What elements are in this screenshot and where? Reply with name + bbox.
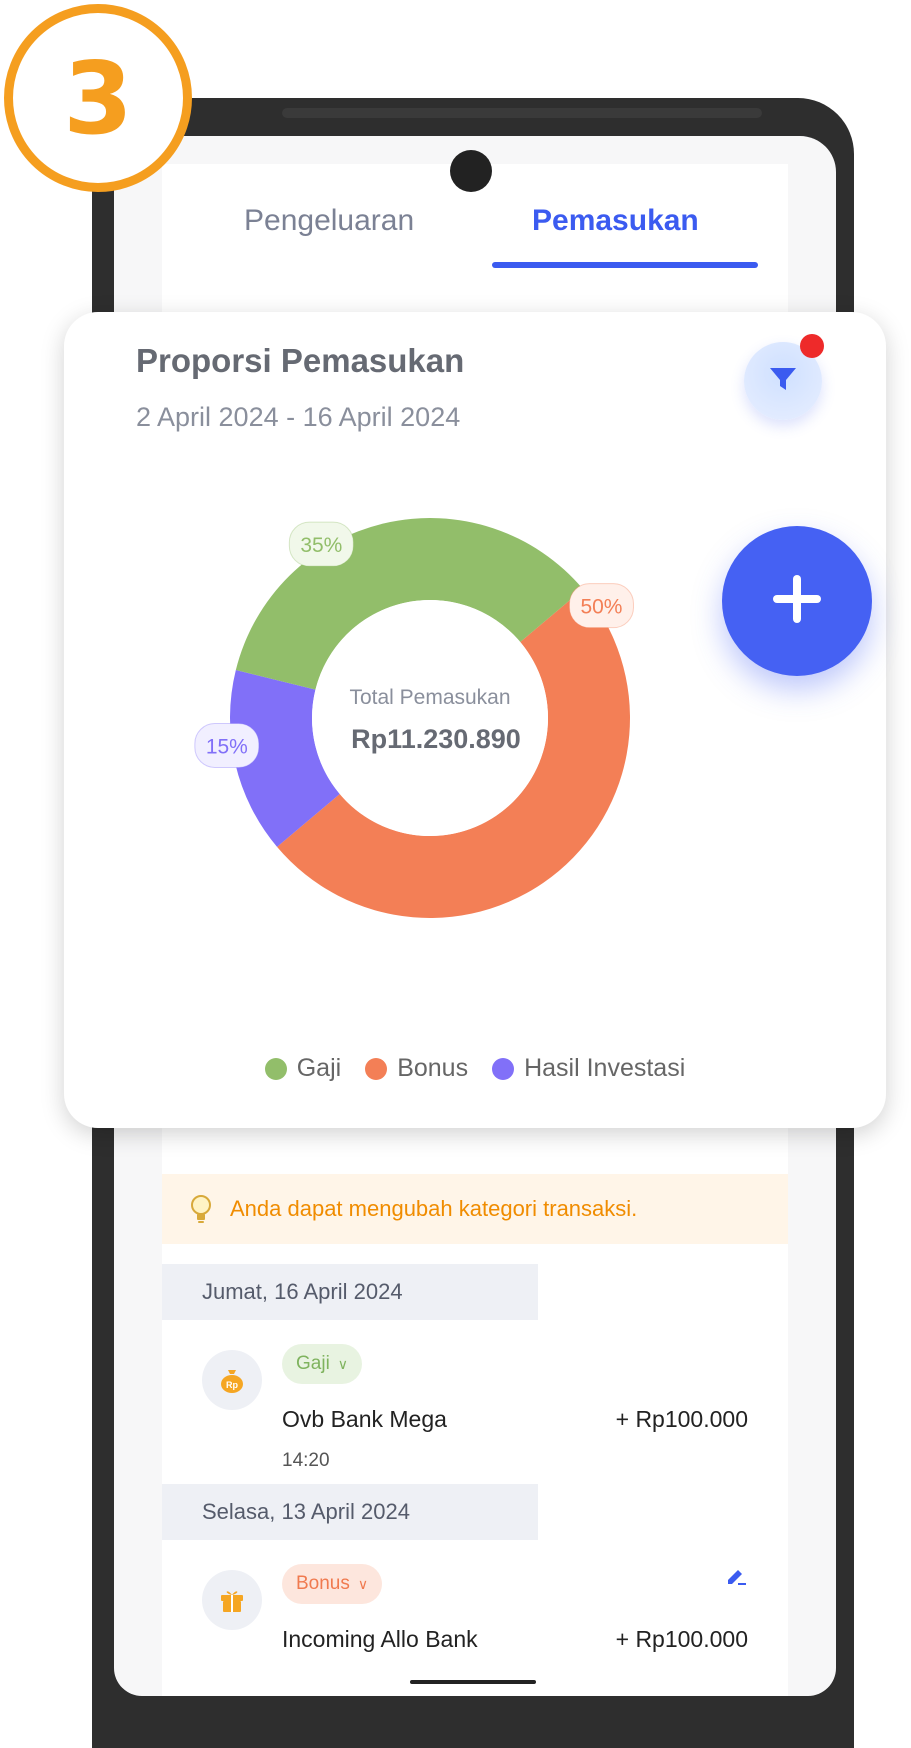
step-number: 3: [63, 39, 133, 157]
legend-item-hasil-investasi: Hasil Investasi: [492, 1054, 685, 1083]
legend-label: Hasil Investasi: [524, 1054, 686, 1082]
category-chip-gaji[interactable]: Gaji ∨: [282, 1344, 363, 1384]
transaction-amount: + Rp100.000: [615, 1626, 748, 1652]
transaction-name: Incoming Allo Bank: [282, 1626, 478, 1652]
chevron-down-icon: ∨: [337, 1355, 349, 1372]
slice-percentage-label: 35%: [288, 521, 354, 567]
label-pill: [568, 583, 634, 629]
phone-top-bar: [282, 108, 762, 118]
tab-pengeluaran[interactable]: Pengeluaran: [244, 204, 415, 237]
donut-hole: [312, 600, 548, 836]
donut-slice-hasil-investasi: [230, 669, 340, 847]
center-value: Rp11.230.890: [351, 724, 521, 754]
transaction-time: 14:20: [282, 1450, 330, 1471]
active-tab-indicator: [492, 262, 758, 268]
plus-icon: [767, 569, 827, 633]
donut-slice-bonus: [277, 589, 630, 918]
legend-label: Bonus: [397, 1054, 469, 1082]
legend-label: Gaji: [296, 1054, 342, 1082]
step-number-badge: 3: [4, 4, 192, 192]
tab-bar: Pengeluaran Pemasukan: [162, 164, 788, 274]
home-indicator: [410, 1680, 536, 1684]
tip-text: Anda dapat mengubah kategori transaksi.: [230, 1196, 638, 1221]
center-label: Total Pemasukan: [349, 686, 510, 709]
date-header: Jumat, 16 April 2024: [162, 1264, 538, 1320]
category-chip-label: Bonus: [296, 1573, 350, 1594]
transaction-item[interactable]: Rp Gaji ∨ Ovb Bank Mega + Rp100.000 14:2…: [162, 1344, 788, 1494]
label-text: 35%: [300, 534, 342, 557]
category-chip-bonus[interactable]: Bonus ∨: [282, 1564, 383, 1604]
category-chip-label: Gaji: [296, 1353, 330, 1374]
legend-dot: [264, 1057, 287, 1080]
funnel-icon: [766, 362, 800, 400]
legend-dot: [492, 1057, 515, 1080]
transaction-item[interactable]: Bonus ∨ Incoming Allo Bank + Rp100.000: [162, 1564, 788, 1696]
date-range: 2 April 2024 - 16 April 2024: [136, 402, 461, 432]
date-header: Selasa, 13 April 2024: [162, 1484, 538, 1540]
label-text: 50%: [580, 596, 622, 619]
add-transaction-button[interactable]: [722, 526, 872, 676]
tip-banner: Anda dapat mengubah kategori transaksi.: [162, 1174, 788, 1244]
transaction-amount: + Rp100.000: [615, 1406, 748, 1432]
legend-item-bonus: Bonus: [365, 1054, 468, 1083]
card-title: Proporsi Pemasukan: [136, 342, 465, 379]
slice-percentage-label: 50%: [568, 583, 634, 629]
legend-item-gaji: Gaji: [264, 1054, 342, 1083]
legend-dot: [365, 1057, 388, 1080]
chart-legend: Gaji Bonus Hasil Investasi: [64, 1054, 886, 1083]
donut-chart: Total Pemasukan Rp11.230.890 50% 15% 35%: [194, 518, 634, 918]
label-pill: [194, 722, 260, 768]
notification-dot: [800, 334, 824, 358]
front-camera: [450, 150, 492, 192]
label-text: 15%: [206, 735, 248, 758]
tab-pemasukan[interactable]: Pemasukan: [532, 204, 699, 237]
lightbulb-icon: [190, 1195, 212, 1223]
chevron-down-icon: ∨: [357, 1575, 369, 1592]
gift-icon: [202, 1570, 262, 1630]
transaction-name: Ovb Bank Mega: [282, 1406, 447, 1432]
svg-text:Rp: Rp: [226, 1380, 238, 1390]
money-bag-icon: Rp: [202, 1350, 262, 1410]
label-pill: [288, 521, 354, 567]
slice-percentage-label: 15%: [194, 722, 260, 768]
income-proportion-card: Proporsi Pemasukan 2 April 2024 - 16 Apr…: [64, 312, 886, 1128]
edit-pencil-icon[interactable]: [724, 1564, 748, 1588]
